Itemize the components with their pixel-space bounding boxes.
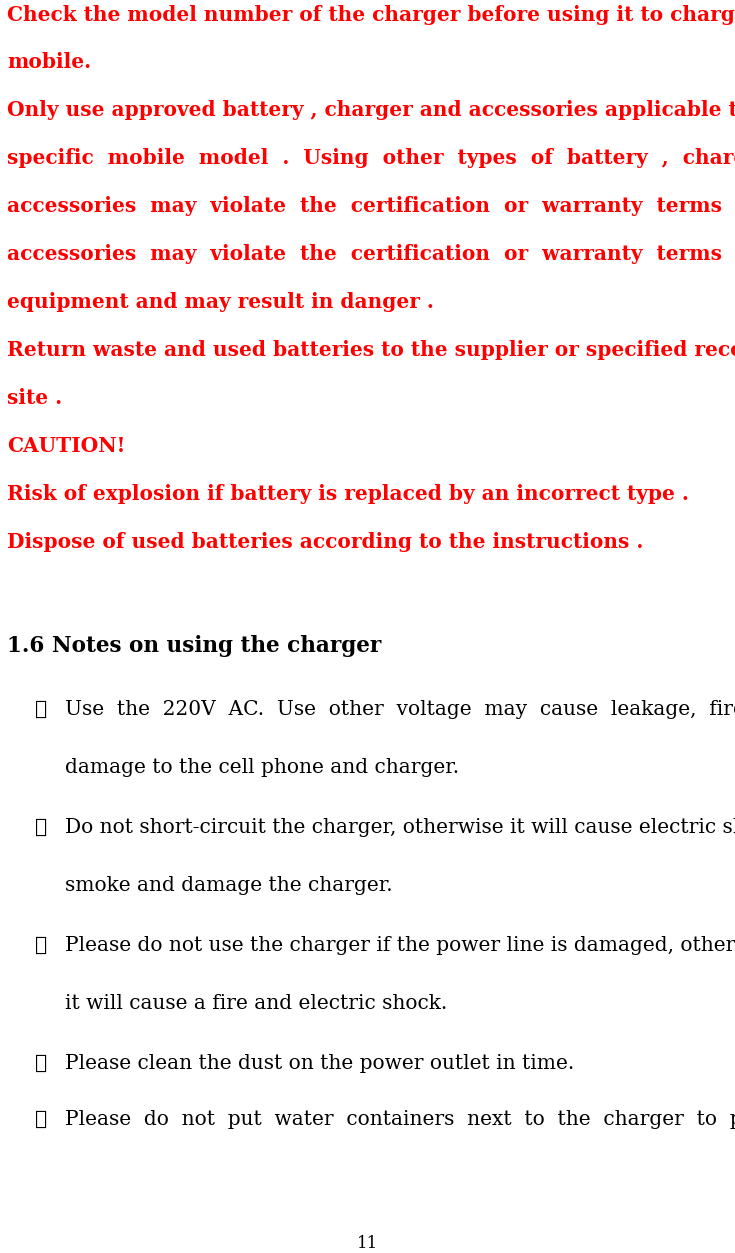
Text: mobile.: mobile. [7,53,91,71]
Text: Check the model number of the charger before using it to charge the: Check the model number of the charger be… [7,5,735,25]
Text: Dispose of used batteries according to the instructions .: Dispose of used batteries according to t… [7,533,643,553]
Text: Use  the  220V  AC.  Use  other  voltage  may  cause  leakage,  fire  and: Use the 220V AC. Use other voltage may c… [65,700,735,719]
Text: Risk of explosion if battery is replaced by an incorrect type .: Risk of explosion if battery is replaced… [7,484,689,504]
Text: site .: site . [7,388,62,408]
Text: it will cause a fire and electric shock.: it will cause a fire and electric shock. [65,994,448,1012]
Text: CAUTION!: CAUTION! [7,436,126,456]
Text: equipment and may result in danger .: equipment and may result in danger . [7,292,434,312]
Text: Do not short-circuit the charger, otherwise it will cause electric shock,: Do not short-circuit the charger, otherw… [65,818,735,837]
Text: Please do not use the charger if the power line is damaged, otherwise: Please do not use the charger if the pow… [65,936,735,955]
Text: Only use approved battery , charger and accessories applicable to the: Only use approved battery , charger and … [7,100,735,120]
Text: 11: 11 [357,1235,378,1252]
Text: Please clean the dust on the power outlet in time.: Please clean the dust on the power outle… [65,1054,574,1073]
Text: 1.6 Notes on using the charger: 1.6 Notes on using the charger [7,635,381,657]
Text: ➢: ➢ [35,1110,47,1129]
Text: specific  mobile  model  .  Using  other  types  of  battery  ,  charger  and: specific mobile model . Using other type… [7,148,735,168]
Text: ➢: ➢ [35,700,47,719]
Text: Return waste and used batteries to the supplier or specified recovery: Return waste and used batteries to the s… [7,340,735,360]
Text: ➢: ➢ [35,936,47,955]
Text: damage to the cell phone and charger.: damage to the cell phone and charger. [65,758,459,777]
Text: accessories  may  violate  the  certification  or  warranty  terms  of  the: accessories may violate the certificatio… [7,195,735,216]
Text: ➢: ➢ [35,818,47,837]
Text: smoke and damage the charger.: smoke and damage the charger. [65,876,392,895]
Text: accessories  may  violate  the  certification  or  warranty  terms  of  the: accessories may violate the certificatio… [7,244,735,264]
Text: ➢: ➢ [35,1054,47,1073]
Text: Please  do  not  put  water  containers  next  to  the  charger  to  prevent: Please do not put water containers next … [65,1110,735,1129]
